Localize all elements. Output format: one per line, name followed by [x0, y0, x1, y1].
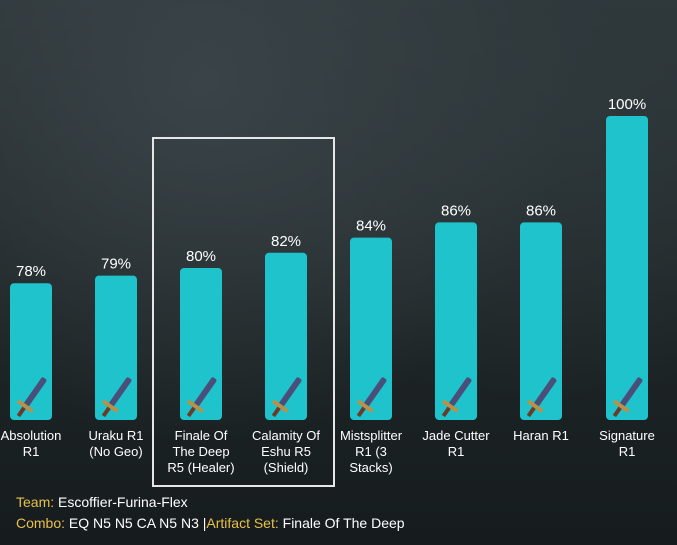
category-label-calamity-of-eshu-r5-shield: Calamity Of Eshu R5 (Shield) — [252, 428, 320, 475]
bar-group-jade-cutter-r1: 86% Jade Cutter R1 — [422, 202, 490, 459]
sword-grip — [101, 406, 111, 418]
value-label-absolution-r1: 78% — [16, 263, 46, 280]
sword-blade — [278, 377, 302, 408]
bar-group-calamity-of-eshu-r5-shield: 82% Calamity Of Eshu R5 (Shield) — [252, 233, 320, 475]
bar-group-absolution-r1: 78% Absolution R1 — [1, 263, 62, 459]
sword-blade — [108, 377, 132, 408]
category-label-line: R1 (3 — [355, 444, 387, 459]
bar-group-haran-r1: 86% Haran R1 — [513, 202, 569, 443]
bar-mistsplitter-r1-3-stacks — [350, 237, 392, 420]
value-label-jade-cutter-r1: 86% — [441, 202, 471, 219]
category-label-finale-of-the-deep-r5-healer: Finale Of The Deep R5 (Healer) — [167, 428, 234, 475]
bar-group-mistsplitter-r1-3-stacks: 84% Mistsplitter R1 (3 Stacks) — [340, 218, 403, 475]
combo-line: Combo: EQ N5 N5 CA N5 N3 |Artifact Set: … — [16, 515, 405, 531]
artifact-set-label: Artifact Set: — [206, 515, 279, 531]
category-label-line: Signature — [599, 428, 655, 443]
team-value: Escoffier-Furina-Flex — [58, 494, 188, 510]
category-label-line: R1 — [23, 444, 40, 459]
category-label-haran-r1: Haran R1 — [513, 428, 569, 443]
value-label-mistsplitter-r1-3-stacks: 84% — [356, 218, 386, 235]
sword-blade — [363, 377, 387, 408]
sword-guard — [442, 399, 459, 413]
category-label-signature-r1: Signature R1 — [599, 428, 655, 459]
combo-label: Combo: — [16, 515, 66, 531]
category-label-jade-cutter-r1: Jade Cutter R1 — [422, 428, 490, 459]
bar-group-finale-of-the-deep-r5-healer: 80% Finale Of The Deep R5 (Healer) — [167, 248, 234, 475]
sword-grip — [16, 406, 26, 418]
sword-blade — [533, 377, 557, 408]
sword-blade — [193, 377, 217, 408]
sword-grip — [526, 406, 536, 418]
haran-sword-icon — [526, 377, 557, 418]
highlight-frame — [152, 137, 335, 487]
bar-group-uraku-r1-no-geo: 79% Uraku R1 (No Geo) — [89, 256, 144, 459]
jade-cutter-sword-icon — [441, 377, 472, 418]
category-label-line: (Shield) — [264, 460, 309, 475]
absolution-sword-icon — [16, 377, 47, 418]
category-label-line: (No Geo) — [89, 444, 142, 459]
artifact-set-value: Finale Of The Deep — [282, 515, 405, 531]
value-label-calamity-of-eshu-r5-shield: 82% — [271, 233, 301, 250]
sword-blade — [619, 377, 643, 408]
sword-grip — [186, 406, 196, 418]
sword-grip — [356, 406, 366, 418]
value-label-signature-r1: 100% — [608, 96, 646, 113]
bar-jade-cutter-r1 — [435, 222, 477, 420]
category-label-line: Haran R1 — [513, 428, 569, 443]
sword-guard — [272, 399, 289, 413]
sword-guard — [187, 399, 204, 413]
sword-guard — [17, 399, 34, 413]
category-label-line: R1 — [619, 444, 636, 459]
uraku-sword-icon — [101, 377, 132, 418]
team-label: Team: — [16, 494, 55, 510]
sword-blade — [448, 377, 472, 408]
sword-guard — [357, 399, 374, 413]
bar-haran-r1 — [520, 222, 562, 420]
sword-guard — [613, 399, 630, 413]
sword-grip — [441, 406, 451, 418]
category-label-absolution-r1: Absolution R1 — [1, 428, 62, 459]
category-label-uraku-r1-no-geo: Uraku R1 (No Geo) — [89, 428, 144, 459]
category-label-mistsplitter-r1-3-stacks: Mistsplitter R1 (3 Stacks) — [340, 428, 403, 475]
mistsplitter-sword-icon — [356, 377, 387, 418]
category-label-line: Jade Cutter — [422, 428, 490, 443]
category-label-line: Finale Of — [175, 428, 228, 443]
team-line: Team: Escoffier-Furina-Flex — [16, 494, 188, 510]
signature-sword-icon — [612, 377, 643, 418]
category-label-line: R1 — [448, 444, 465, 459]
category-label-line: Absolution — [1, 428, 62, 443]
footer-separator: | — [202, 515, 207, 531]
sword-grip — [271, 406, 281, 418]
value-label-uraku-r1-no-geo: 79% — [101, 256, 131, 273]
calamity-of-eshu-sword-icon — [271, 377, 302, 418]
category-label-line: Mistsplitter — [340, 428, 403, 443]
bar-signature-r1 — [606, 116, 648, 420]
bar-group-signature-r1: 100% Signature R1 — [599, 96, 655, 459]
sword-blade — [23, 377, 47, 408]
category-label-line: Eshu R5 — [261, 444, 311, 459]
value-label-finale-of-the-deep-r5-healer: 80% — [186, 248, 216, 265]
category-label-line: Uraku R1 — [89, 428, 144, 443]
combo-value: EQ N5 N5 CA N5 N3 — [68, 515, 199, 531]
category-label-line: Calamity Of — [252, 428, 320, 443]
finale-of-the-deep-sword-icon — [186, 377, 217, 418]
sword-guard — [527, 399, 544, 413]
sword-grip — [612, 406, 622, 418]
category-label-line: Stacks) — [349, 460, 392, 475]
value-label-haran-r1: 86% — [526, 202, 556, 219]
sword-guard — [102, 399, 119, 413]
category-label-line: R5 (Healer) — [167, 460, 234, 475]
category-label-line: The Deep — [172, 444, 229, 459]
